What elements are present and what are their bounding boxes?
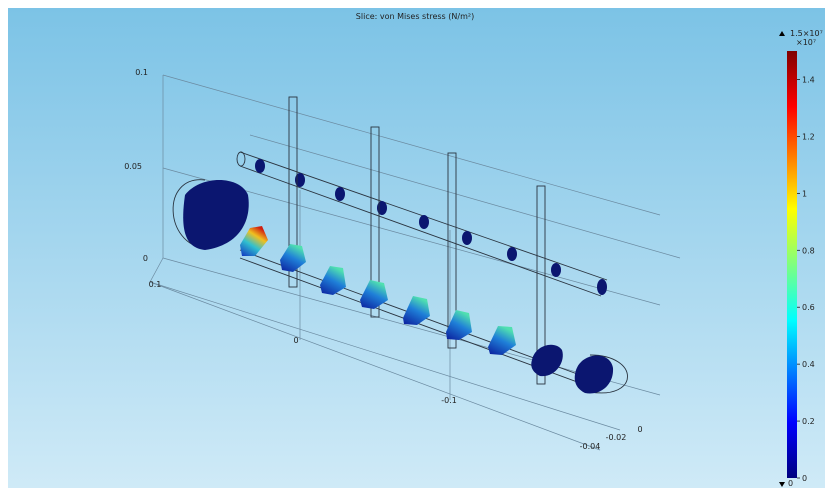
axis-tick-label: 0.1	[149, 280, 162, 289]
axis-tick-label: 0	[293, 336, 298, 345]
plot-title: Slice: von Mises stress (N/m²)	[356, 12, 474, 21]
axis-tick-label: -0.1	[441, 396, 457, 405]
colorbar-tick-label: 0.6	[802, 303, 815, 312]
axis-tick-label: -0.04	[580, 442, 601, 451]
axis-tick-label: 0	[143, 254, 148, 263]
colorbar	[787, 51, 797, 478]
colorbar-tick-label: 0.2	[802, 417, 815, 426]
page: {"title":"Slice: von Mises stress (N/m²)…	[0, 0, 825, 488]
colorbar-multiplier: ×10⁷	[796, 38, 816, 47]
colorbar-min-label: 0	[788, 479, 793, 488]
colorbar-tick-label: 0.4	[802, 360, 815, 369]
colorbar-tick-label: 0	[802, 474, 807, 483]
axis-tick-label: -0.02	[606, 433, 627, 442]
plot-window: Slice: von Mises stress (N/m²) 0.10.0500…	[0, 0, 825, 488]
axis-tick-label: 0	[637, 425, 642, 434]
background	[8, 8, 825, 488]
colorbar-tick-label: 1.4	[802, 75, 815, 84]
colorbar-tick-label: 1	[802, 189, 807, 198]
colorbar-max-label: 1.5×10⁷	[790, 29, 823, 38]
axis-tick-label: 0.05	[124, 162, 142, 171]
colorbar-tick-label: 1.2	[802, 132, 815, 141]
axis-tick-label: 0.1	[135, 68, 148, 77]
colorbar-tick-label: 0.8	[802, 246, 815, 255]
